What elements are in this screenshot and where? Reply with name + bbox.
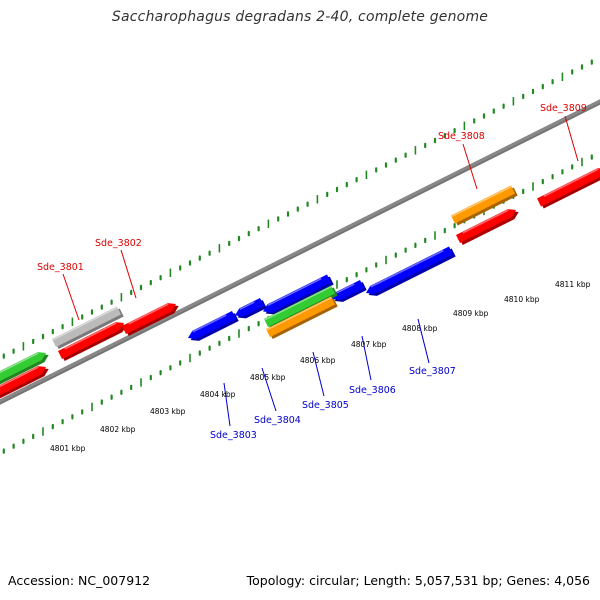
accession-text: Accession: NC_007912 (8, 573, 151, 588)
gene-leader-line (361, 335, 372, 381)
gene-leader-line (62, 273, 80, 321)
scale-label: 4807 kbp (351, 340, 387, 349)
misc-feature (51, 306, 124, 350)
rna-feature-body (263, 285, 336, 328)
gene-leader-line (312, 351, 325, 397)
cds-feature-body (0, 366, 46, 401)
cds-feature-body (536, 168, 600, 207)
feature-track (0, 168, 600, 403)
cds-feature (235, 297, 267, 319)
gene-label: Sde_3802 (95, 238, 142, 249)
rna-feature-highlight (264, 285, 332, 321)
cds-feature (121, 303, 179, 337)
scale-label: 4806 kbp (300, 356, 336, 365)
genome-backbone (0, 99, 600, 405)
rna-feature-highlight (0, 352, 39, 377)
rna-feature (263, 285, 338, 330)
gene-leader-line (261, 367, 277, 412)
cds-feature-body (263, 274, 332, 313)
cds-feature (455, 209, 519, 246)
map-title: Saccharophagus degradans 2-40, complete … (111, 9, 489, 25)
misc-feature-highlight (52, 306, 118, 341)
cds-feature (263, 274, 334, 315)
gene-feature-highlight (451, 185, 512, 218)
scale-label: 4809 kbp (453, 309, 489, 318)
gene-leader-line (417, 318, 430, 364)
cds-feature-highlight (64, 322, 117, 350)
cds-feature-body (366, 246, 454, 294)
cds-feature (366, 246, 456, 296)
misc-feature-body (51, 306, 122, 348)
cds-feature-body (332, 279, 365, 300)
gene-label: Sde_3806 (349, 385, 396, 396)
gene-feature (450, 185, 518, 226)
scale-ticks (2, 59, 593, 454)
cds-feature-highlight (543, 168, 599, 198)
cds-feature (0, 366, 49, 403)
cds-feature-highlight (0, 366, 39, 391)
gene-label: Sde_3803 (210, 430, 257, 441)
gene-feature-highlight (266, 296, 332, 331)
cds-feature-body (235, 297, 265, 317)
cds-feature-body (121, 303, 176, 335)
cds-feature-highlight (239, 301, 255, 311)
scale-label: 4801 kbp (50, 444, 86, 453)
scale-label: 4805 kbp (250, 373, 286, 382)
cds-feature (57, 322, 127, 362)
scale-label: 4802 kbp (100, 425, 136, 434)
scale-label: 4811 kbp (555, 280, 591, 289)
cds-feature (332, 279, 367, 302)
gene-label: Sde_3808 (438, 131, 485, 142)
gene-leader-line (564, 115, 579, 162)
backbone-line (0, 99, 600, 403)
scale-label: 4803 kbp (150, 407, 186, 416)
rna-feature-body (0, 352, 46, 387)
gene-label: Sde_3805 (302, 400, 349, 411)
cds-feature-body (455, 209, 516, 244)
cds-feature-body (188, 310, 237, 339)
gene-feature-body (450, 185, 516, 224)
cds-feature-highlight (267, 278, 322, 307)
topology-text: Topology: circular; Length: 5,057,531 bp… (246, 573, 590, 588)
gene-label: Sde_3804 (254, 415, 301, 426)
gene-feature (265, 296, 338, 340)
gene-label: Sde_3801 (37, 262, 84, 273)
gene-label: Sde_3809 (540, 103, 587, 114)
gene-label: Sde_3807 (409, 366, 456, 377)
scale-label: 4810 kbp (504, 295, 540, 304)
scale-label: 4808 kbp (402, 324, 438, 333)
cds-feature (536, 168, 600, 209)
gene-leader-line (120, 249, 137, 299)
gene-labels: 4801 kbp 4802 kbp 4803 kbp 4804 kbp 4805 kbp… (37, 103, 591, 453)
cds-feature-highlight (128, 303, 169, 325)
cds-feature-highlight (336, 283, 355, 294)
cds-feature (188, 310, 239, 341)
cds-feature-highlight (462, 209, 509, 234)
gene-leader-line (462, 143, 478, 190)
gene-feature-body (265, 296, 336, 338)
gene-leader-line (223, 382, 231, 427)
cds-feature-highlight (192, 314, 227, 333)
rna-feature (0, 352, 49, 389)
cds-feature-body (57, 322, 125, 360)
scale-label: 4804 kbp (200, 390, 236, 399)
cds-feature-highlight (370, 250, 444, 288)
